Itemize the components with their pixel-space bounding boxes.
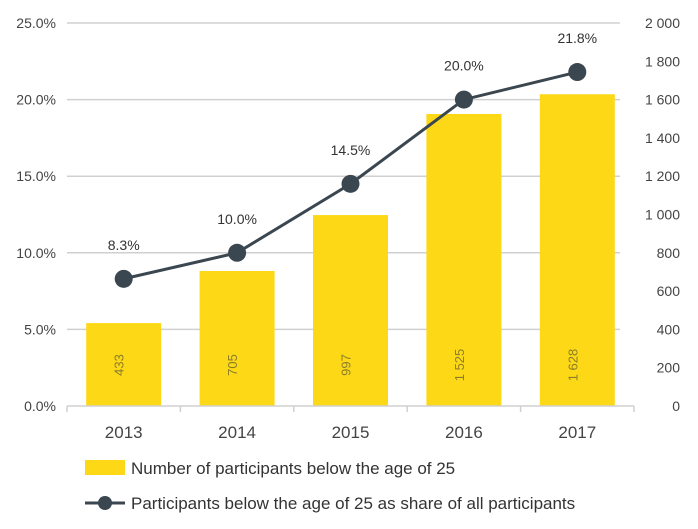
right-tick-label: 600 (657, 283, 681, 299)
right-tick-label: 200 (657, 360, 681, 376)
right-tick-label: 1 800 (645, 53, 680, 69)
bar-data-label: 1 628 (565, 349, 580, 382)
line-data-label: 10.0% (217, 211, 257, 227)
category-label: 2013 (105, 423, 143, 442)
bar-2017 (539, 94, 615, 406)
line-point-2013 (114, 269, 133, 288)
line-data-label: 20.0% (444, 58, 484, 74)
right-tick-label: 1 400 (645, 130, 680, 146)
bar-data-label: 1 525 (452, 349, 467, 382)
line-point-2017 (568, 63, 587, 82)
line-data-label: 21.8% (557, 30, 597, 46)
left-tick-label: 15.0% (16, 168, 56, 184)
legend-bar-swatch (85, 460, 125, 475)
line-point-2016 (454, 90, 473, 109)
left-tick-label: 5.0% (24, 321, 56, 337)
right-tick-label: 1 000 (645, 207, 680, 223)
bar-data-label: 997 (339, 354, 354, 376)
right-tick-label: 0 (672, 398, 680, 414)
legend-bar-label: Number of participants below the age of … (131, 459, 455, 478)
left-tick-label: 25.0% (16, 15, 56, 31)
right-tick-label: 1 600 (645, 92, 680, 108)
category-label: 2015 (332, 423, 370, 442)
line-data-label: 8.3% (108, 237, 140, 253)
category-label: 2016 (445, 423, 483, 442)
right-tick-label: 800 (657, 245, 681, 261)
bar-data-label: 433 (112, 354, 127, 376)
bar-data-label: 705 (225, 354, 240, 376)
category-label: 2014 (218, 423, 256, 442)
category-label: 2017 (558, 423, 596, 442)
bar-2013 (86, 323, 162, 406)
left-tick-label: 10.0% (16, 245, 56, 261)
bar-2014 (199, 270, 275, 406)
bar-2016 (426, 113, 502, 407)
right-tick-label: 1 200 (645, 168, 680, 184)
legend-line-label: Participants below the age of 25 as shar… (131, 494, 575, 513)
right-tick-label: 400 (657, 321, 681, 337)
line-point-2015 (341, 174, 360, 193)
right-tick-label: 2 000 (645, 15, 680, 31)
left-tick-label: 20.0% (16, 92, 56, 108)
bar-2015 (313, 215, 388, 406)
legend-line-marker (98, 496, 112, 510)
left-tick-label: 0.0% (24, 398, 56, 414)
line-point-2014 (228, 243, 247, 262)
line-data-label: 14.5% (331, 142, 371, 158)
